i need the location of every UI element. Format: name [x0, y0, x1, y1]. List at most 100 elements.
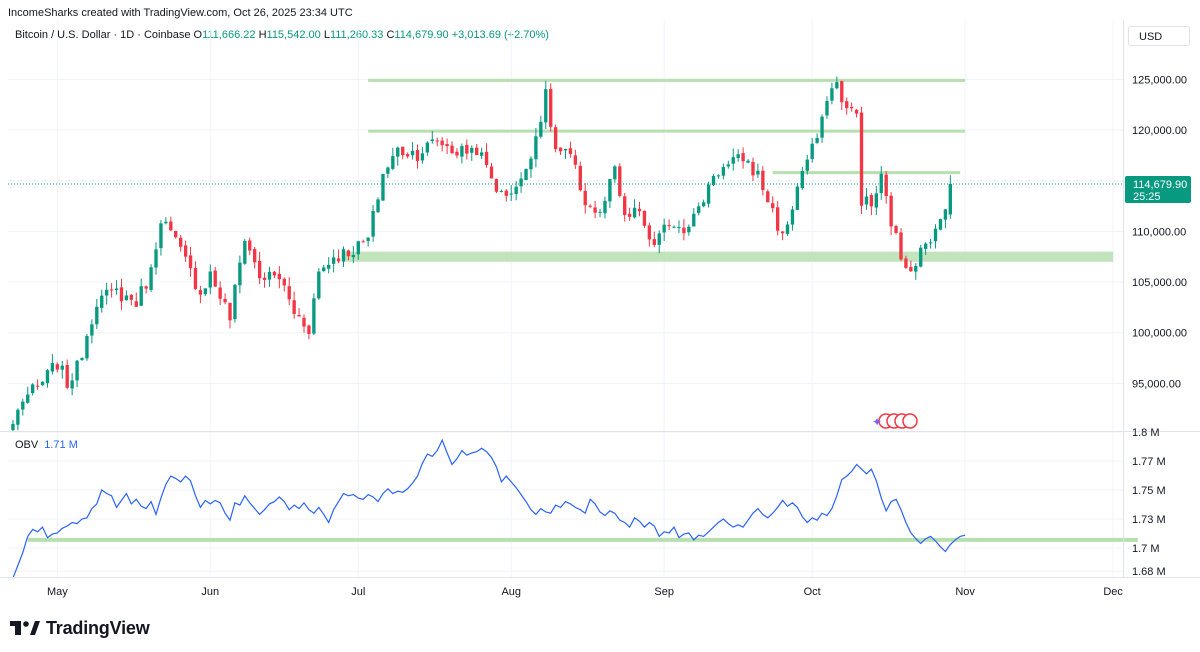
- obv-name[interactable]: OBV: [15, 439, 39, 451]
- tradingview-logo[interactable]: TradingView: [10, 617, 150, 639]
- candle-body: [351, 254, 356, 258]
- candle-body: [504, 190, 508, 196]
- candle-body: [346, 250, 351, 257]
- us-flag-event-icon[interactable]: [902, 413, 918, 429]
- candle-body: [509, 193, 513, 195]
- last-price-value: 114,679.90: [1133, 179, 1187, 191]
- candle-body: [845, 101, 849, 109]
- obv-pane: [12, 438, 1138, 579]
- candle-body: [568, 148, 573, 155]
- candle-body: [262, 277, 267, 281]
- candle-body: [539, 121, 543, 137]
- support-zone: [343, 251, 1114, 262]
- candle-body: [726, 164, 730, 167]
- obv-tick-label: 1.73 M: [1132, 514, 1166, 526]
- candle-body: [563, 148, 568, 151]
- candle-body: [573, 155, 578, 165]
- candle-body: [272, 271, 277, 276]
- candle-body: [603, 200, 607, 214]
- candle-body: [914, 265, 918, 272]
- tradingview-logo-icon: [10, 621, 40, 635]
- candle-body: [608, 179, 612, 202]
- candle-body: [894, 226, 898, 233]
- candle-body: [583, 190, 587, 206]
- candle-body: [124, 295, 129, 301]
- candle-body: [479, 152, 484, 156]
- price-tick-label: 100,000.00: [1132, 328, 1187, 340]
- chart-credit: IncomeSharks created with TradingView.co…: [8, 7, 353, 19]
- obv-tick-label: 1.68 M: [1132, 566, 1166, 578]
- candle-body: [40, 381, 45, 386]
- candle-body: [642, 210, 647, 226]
- candle-body: [627, 213, 632, 217]
- candle-body: [672, 226, 676, 228]
- candle-body: [825, 101, 829, 116]
- candle-body: [879, 173, 883, 194]
- candle-body: [282, 278, 286, 286]
- candle-body: [178, 237, 183, 247]
- candle-body: [129, 294, 134, 300]
- time-tick-label: May: [47, 586, 68, 598]
- candle-body: [401, 146, 405, 156]
- obv-value: 1.71 M: [44, 439, 78, 451]
- candle-body: [889, 195, 893, 227]
- candle-body: [751, 161, 755, 176]
- candle-body: [849, 106, 854, 109]
- sparkle-icon: ✦: [872, 415, 882, 429]
- open-value: 111,666.22: [202, 29, 256, 41]
- time-tick-label: Jun: [201, 586, 219, 598]
- change-value: +3,013.69 (+2.70%): [451, 29, 549, 41]
- candle-body: [943, 209, 948, 220]
- candle-body: [169, 221, 173, 231]
- time-tick-label: Oct: [804, 586, 821, 598]
- candle-body: [647, 225, 652, 240]
- symbol-name[interactable]: Bitcoin / U.S. Dollar · 1D · Coinbase: [15, 29, 191, 41]
- candle-body: [386, 167, 390, 174]
- candle-body: [652, 239, 656, 245]
- candle-body: [761, 170, 765, 190]
- candle-body: [623, 196, 627, 215]
- candle-body: [292, 300, 296, 314]
- candle-body: [193, 268, 198, 290]
- candle-body: [405, 154, 410, 157]
- candle-body: [218, 287, 222, 299]
- candle-body: [85, 335, 89, 359]
- candle-body: [114, 288, 119, 291]
- candle-body: [223, 298, 227, 303]
- candle-body: [183, 245, 188, 257]
- candle-body: [238, 262, 242, 286]
- candle-body: [381, 173, 385, 201]
- candle-body: [356, 241, 360, 255]
- candle-body: [100, 295, 104, 308]
- tradingview-wordmark: TradingView: [46, 617, 150, 638]
- candle-body: [731, 157, 735, 164]
- obv-legend: OBV 1.71 M: [15, 439, 78, 451]
- candle-body: [208, 271, 212, 288]
- candle-body: [775, 207, 780, 231]
- candle-body: [80, 357, 84, 360]
- obv-tick-label: 1.77 M: [1132, 456, 1166, 468]
- currency-selector[interactable]: USD: [1128, 26, 1190, 46]
- candle-body: [854, 109, 859, 114]
- candle-body: [16, 409, 20, 425]
- candle-body: [692, 213, 696, 227]
- candle-body: [746, 160, 750, 163]
- candle-body: [682, 227, 686, 234]
- candle-body: [253, 249, 257, 263]
- event-markers[interactable]: ✦: [872, 413, 918, 429]
- time-tick-label: Dec: [1103, 586, 1123, 598]
- candle-body: [805, 159, 809, 171]
- close-label: C: [386, 29, 395, 41]
- candle-body: [341, 249, 346, 262]
- candle-body: [139, 286, 143, 306]
- candle-body: [475, 147, 479, 155]
- candle-body: [440, 140, 444, 146]
- candle-body: [188, 255, 193, 269]
- candles: [11, 76, 953, 432]
- candle-body: [613, 166, 617, 180]
- candle-body: [815, 137, 819, 143]
- candle-body: [667, 225, 671, 227]
- price-tick-label: 105,000.00: [1132, 277, 1187, 289]
- candle-body: [830, 88, 834, 101]
